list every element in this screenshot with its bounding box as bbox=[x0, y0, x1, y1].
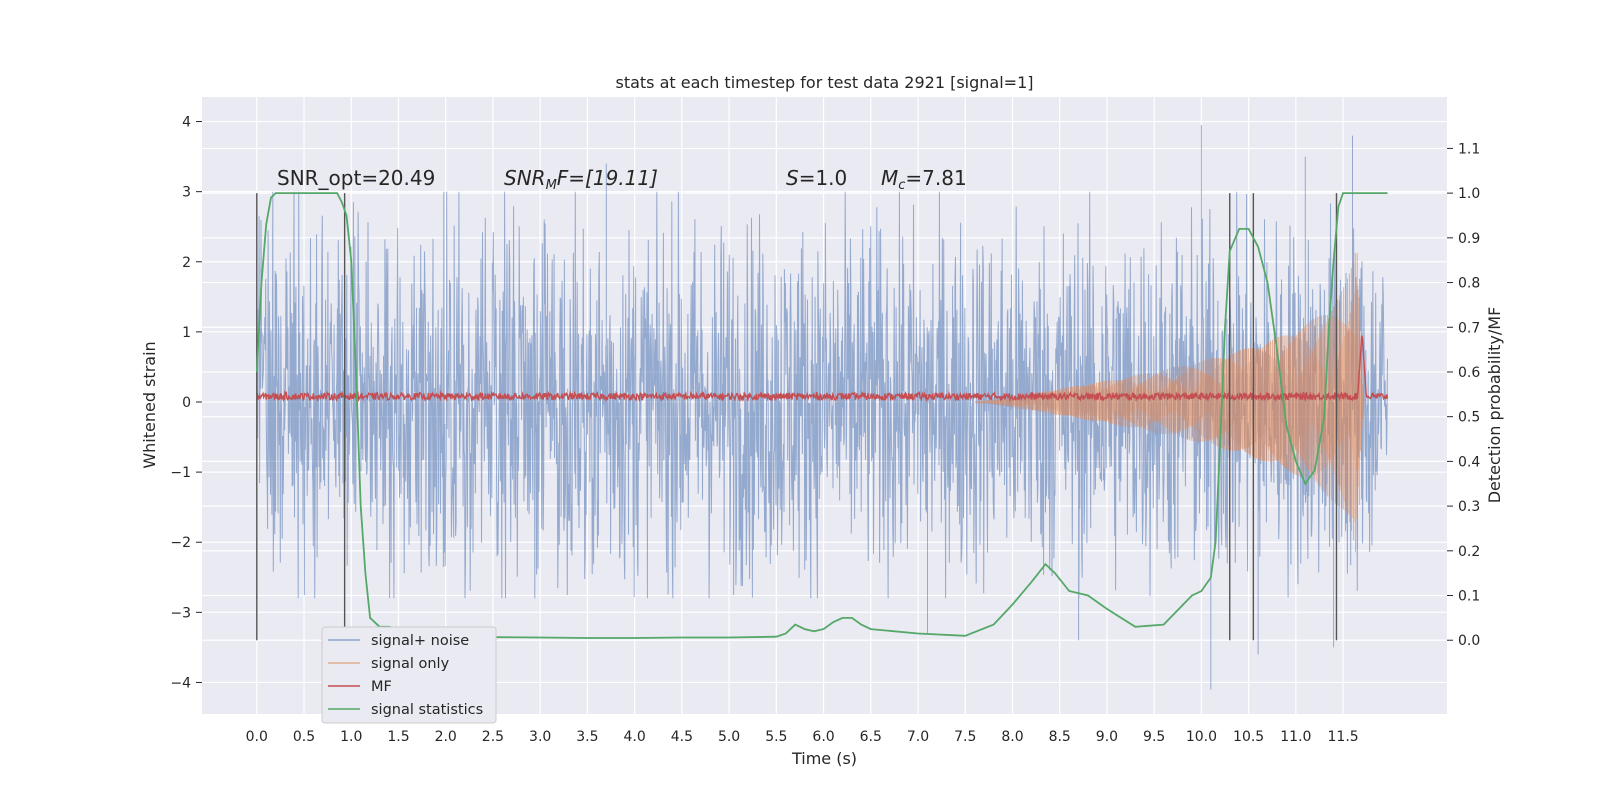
x-tick-label: 8.5 bbox=[1049, 729, 1071, 745]
y2-axis-label: Detection probability/MF bbox=[1485, 307, 1504, 504]
x-tick-label: 0.5 bbox=[293, 729, 315, 745]
series-signal-noise-line bbox=[256, 125, 1388, 690]
x-tick-label: 9.0 bbox=[1096, 729, 1118, 745]
annotation-snr-mf: SNRMF=[19.11] bbox=[504, 166, 658, 193]
x-axis-label: Time (s) bbox=[791, 749, 857, 768]
annotation-snr-mf-value: F=[19.11] bbox=[557, 166, 658, 190]
y-tick-label: −3 bbox=[170, 605, 191, 621]
y-tick-label: 2 bbox=[182, 255, 191, 271]
annotation-snr-opt: SNR_opt=20.49 bbox=[277, 166, 435, 190]
y2-tick-label: 0.4 bbox=[1458, 454, 1480, 470]
annotation-snr-mf-subscript: M bbox=[546, 178, 557, 193]
y2-tick-label: 0.2 bbox=[1458, 544, 1480, 560]
annotation-mc-value: =7.81 bbox=[905, 166, 966, 190]
y2-tick-label: 0.5 bbox=[1458, 410, 1480, 426]
x-tick-label: 2.5 bbox=[482, 729, 504, 745]
legend-label-signal-noise: signal+ noise bbox=[371, 633, 469, 649]
y2-tick-label: 0.7 bbox=[1458, 320, 1480, 336]
annotation-s: S=1.0 bbox=[786, 166, 847, 190]
annotation-s-value: =1.0 bbox=[799, 166, 848, 190]
x-tick-label: 7.5 bbox=[954, 729, 976, 745]
legend-label-signal-statistics: signal statistics bbox=[371, 702, 483, 718]
y-tick-label: 0 bbox=[182, 395, 191, 411]
annotation-mc-subscript: c bbox=[898, 178, 905, 193]
series-mf-line bbox=[256, 335, 1389, 403]
y2-tick-label: 0.3 bbox=[1458, 499, 1480, 515]
annotation-snr-mf-symbol: SNR bbox=[504, 166, 546, 190]
series-signal-only-line bbox=[974, 252, 1365, 553]
series-signal-statistics-line bbox=[255, 192, 1388, 639]
y2-tick-label: 0.0 bbox=[1458, 633, 1480, 649]
x-tick-label: 6.0 bbox=[812, 729, 834, 745]
ticks: 0.0 0.5 1.0 1.5 2.0 2.5 3.0 3.5 4.0 4.5 5.0 5.5 6.0 6… bbox=[170, 115, 1480, 745]
x-tick-label: 8.0 bbox=[1001, 729, 1023, 745]
x-tick-label: 11.0 bbox=[1280, 729, 1311, 745]
chart-title: stats at each timestep for test data 292… bbox=[615, 73, 1033, 92]
x-tick-label: 7.0 bbox=[907, 729, 929, 745]
y2-tick-label: 0.8 bbox=[1458, 276, 1480, 292]
y-tick-label: 4 bbox=[182, 115, 191, 131]
legend: signal+ noise signal only MF signal stat… bbox=[321, 626, 497, 724]
y2-tick-label: 0.9 bbox=[1458, 231, 1480, 247]
y-tick-label: 1 bbox=[182, 325, 191, 341]
y-tick-label: −4 bbox=[170, 675, 191, 691]
y2-tick-label: 0.1 bbox=[1458, 589, 1480, 605]
x-tick-label: 4.0 bbox=[623, 729, 645, 745]
annotation-mc-symbol: M bbox=[881, 166, 898, 190]
y2-tick-label: 0.6 bbox=[1458, 365, 1480, 381]
legend-box bbox=[321, 626, 497, 724]
x-tick-label: 5.5 bbox=[765, 729, 787, 745]
y-axis-label: Whitened strain bbox=[140, 341, 159, 468]
x-tick-label: 5.0 bbox=[718, 729, 740, 745]
x-tick-label: 0.0 bbox=[246, 729, 268, 745]
x-tick-label: 1.5 bbox=[387, 729, 409, 745]
y-tick-label: −1 bbox=[170, 465, 191, 481]
annotation-mc: Mc=7.81 bbox=[881, 166, 967, 193]
x-tick-label: 11.5 bbox=[1328, 729, 1359, 745]
x-tick-label: 2.0 bbox=[435, 729, 457, 745]
legend-label-signal-only: signal only bbox=[371, 656, 450, 672]
plot-area bbox=[255, 125, 1389, 690]
x-tick-label: 6.5 bbox=[860, 729, 882, 745]
y2-tick-label: 1.1 bbox=[1458, 141, 1480, 157]
x-tick-label: 4.5 bbox=[671, 729, 693, 745]
x-tick-label: 1.0 bbox=[340, 729, 362, 745]
x-tick-label: 3.5 bbox=[576, 729, 598, 745]
annotation-s-symbol: S bbox=[786, 166, 799, 190]
x-tick-label: 9.5 bbox=[1143, 729, 1165, 745]
y2-tick-label: 1.0 bbox=[1458, 186, 1480, 202]
legend-label-mf: MF bbox=[371, 679, 392, 695]
y-tick-label: −2 bbox=[170, 535, 191, 551]
x-tick-label: 10.5 bbox=[1233, 729, 1264, 745]
y-tick-label: 3 bbox=[182, 185, 191, 201]
x-tick-label: 10.0 bbox=[1186, 729, 1217, 745]
x-tick-label: 3.0 bbox=[529, 729, 551, 745]
